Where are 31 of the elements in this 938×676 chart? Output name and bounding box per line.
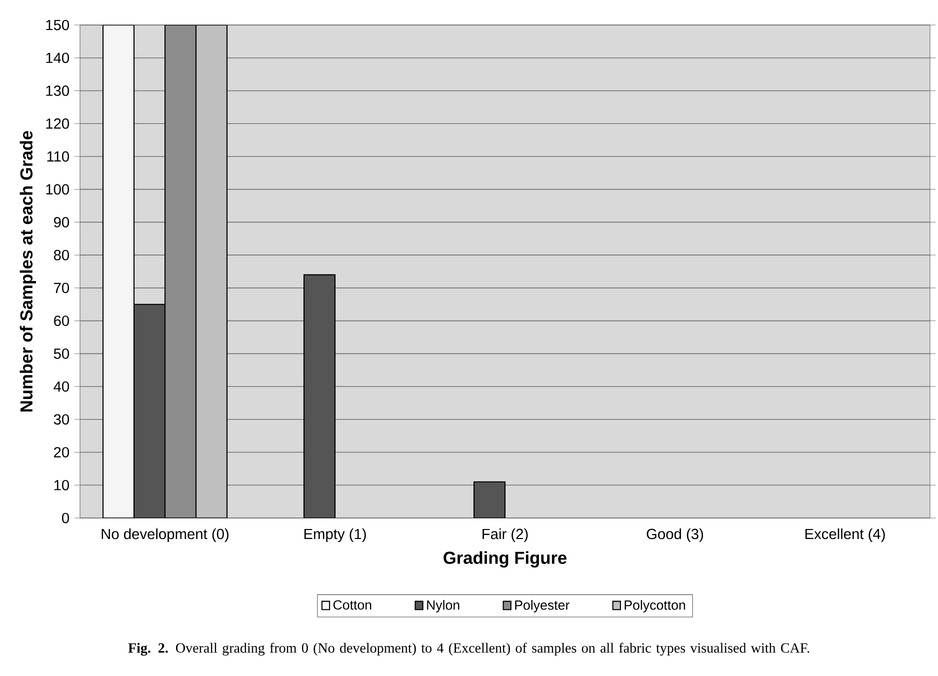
y-tick-label: 70 [54,282,70,294]
legend-label: Polycotton [624,600,686,612]
bar [303,274,336,518]
legend-label: Cotton [333,600,372,610]
y-tick-label: 110 [47,151,70,162]
text: Fig. 2. Overall grading from 0 (No development) to 4 (Excellent) of samples on all fabric types visualised with CAF. [128,642,810,656]
legend-label: Nylon [427,600,460,612]
y-tick-label: 20 [54,447,70,458]
x-tick-label: Excellent (4) [805,528,885,542]
y-tick-label: 100 [46,184,70,195]
x-tick-label: Good (3) [646,528,704,542]
y-tick-label: 140 [46,52,70,64]
y-tick-label: 80 [54,250,70,260]
y-tick-label: 10 [54,480,70,490]
bar [473,481,506,518]
y-tick-label: 60 [54,316,70,326]
y-tick-label: 120 [46,118,70,129]
legend-label: Polyester [515,600,570,612]
y-tick-label: 130 [46,86,70,96]
y-tick-label: 90 [54,217,70,228]
bar [133,304,166,518]
y-axis-title: Number of Samples at each Grade [20,130,36,412]
x-tick-label: No development (0) [102,528,228,542]
y-tick-label: 150 [46,20,70,30]
x-tick-label: Empty (1) [304,528,366,542]
x-axis-title: Grading Figure [444,551,567,568]
y-tick-label: 50 [54,348,70,359]
y-tick-label: 30 [54,414,70,425]
y-tick-label: 40 [54,381,70,392]
x-tick-label: Fair (2) [482,528,528,542]
y-tick-label: 0 [62,512,70,524]
